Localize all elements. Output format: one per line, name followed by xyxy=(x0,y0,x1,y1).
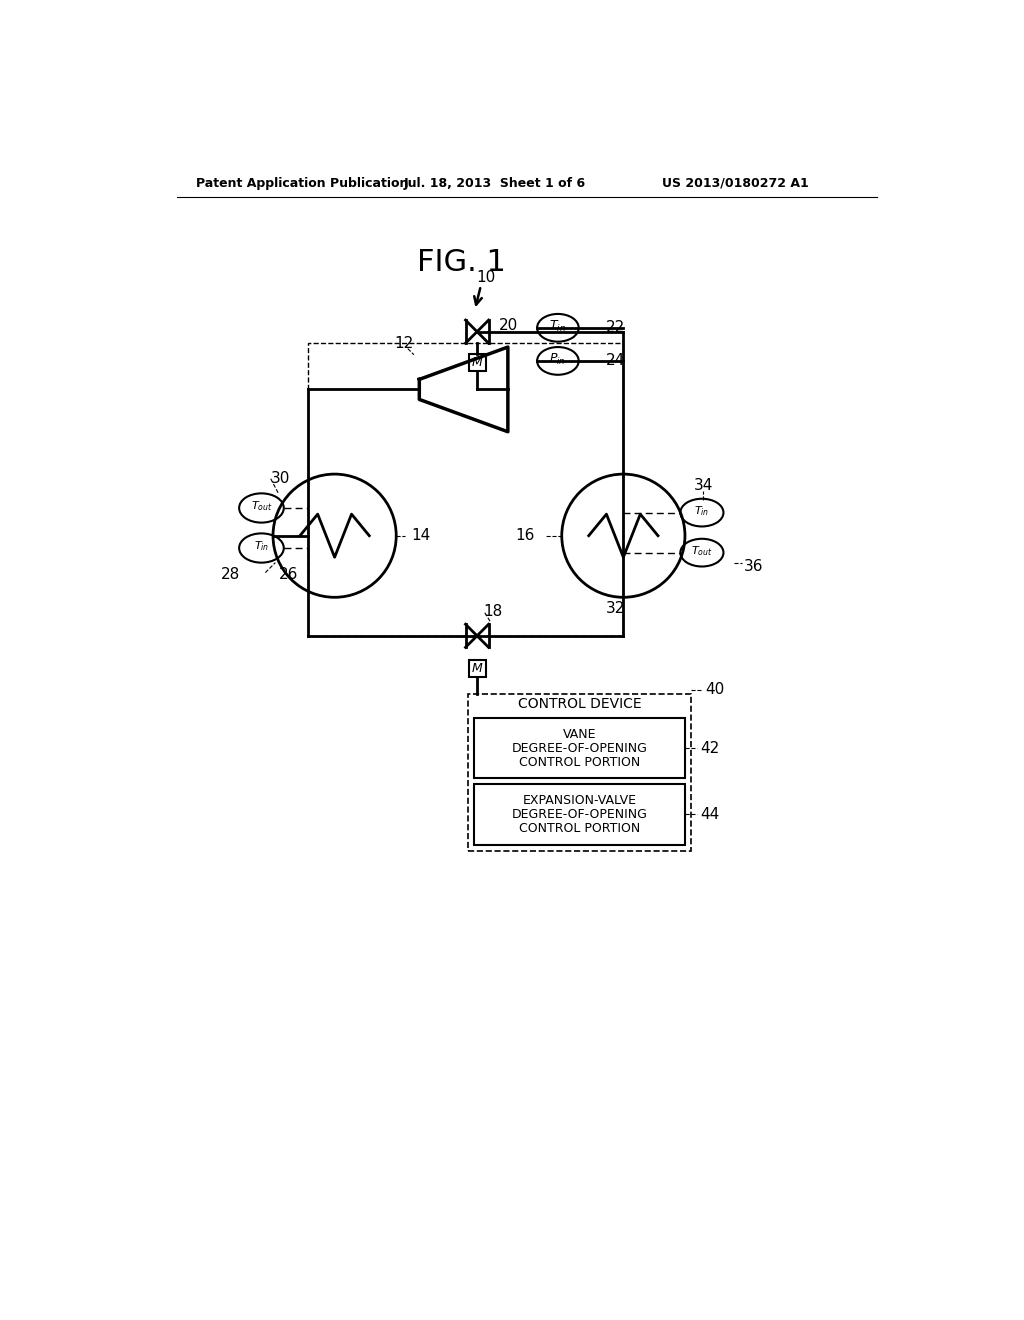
Text: 32: 32 xyxy=(606,602,626,616)
Text: 40: 40 xyxy=(705,682,724,697)
Text: VANE: VANE xyxy=(563,727,596,741)
Text: $P_{in}$: $P_{in}$ xyxy=(550,352,566,367)
Text: 26: 26 xyxy=(279,568,298,582)
Bar xyxy=(468,693,691,851)
Text: $T_{in}$: $T_{in}$ xyxy=(254,540,269,553)
Text: 42: 42 xyxy=(700,741,720,756)
Bar xyxy=(474,784,685,845)
Text: US 2013/0180272 A1: US 2013/0180272 A1 xyxy=(662,177,809,190)
Text: $T_{in}$: $T_{in}$ xyxy=(694,504,710,517)
Text: $T_{out}$: $T_{out}$ xyxy=(251,499,272,513)
Text: 20: 20 xyxy=(499,318,518,333)
Text: $T_{in}$: $T_{in}$ xyxy=(550,318,566,334)
Text: 16: 16 xyxy=(515,528,535,544)
Bar xyxy=(307,343,624,636)
Text: 36: 36 xyxy=(744,558,764,574)
Text: EXPANSION-VALVE: EXPANSION-VALVE xyxy=(522,793,637,807)
Text: M: M xyxy=(472,661,482,675)
Bar xyxy=(474,718,685,779)
Text: DEGREE-OF-OPENING: DEGREE-OF-OPENING xyxy=(512,742,647,755)
Text: 30: 30 xyxy=(270,471,290,486)
Text: CONTROL DEVICE: CONTROL DEVICE xyxy=(518,697,641,711)
Bar xyxy=(469,660,485,677)
Text: 12: 12 xyxy=(394,335,414,351)
Text: CONTROL PORTION: CONTROL PORTION xyxy=(519,822,640,836)
Text: Patent Application Publication: Patent Application Publication xyxy=(196,177,409,190)
Bar xyxy=(469,354,485,371)
Text: 28: 28 xyxy=(220,568,240,582)
Text: 10: 10 xyxy=(477,271,496,285)
Text: M: M xyxy=(472,356,482,370)
Text: 24: 24 xyxy=(605,354,625,368)
Text: 34: 34 xyxy=(693,478,713,494)
Text: CONTROL PORTION: CONTROL PORTION xyxy=(519,755,640,768)
Text: $T_{out}$: $T_{out}$ xyxy=(691,544,713,558)
Text: DEGREE-OF-OPENING: DEGREE-OF-OPENING xyxy=(512,808,647,821)
Text: 44: 44 xyxy=(700,807,720,822)
Text: Jul. 18, 2013  Sheet 1 of 6: Jul. 18, 2013 Sheet 1 of 6 xyxy=(403,177,586,190)
Text: 22: 22 xyxy=(605,321,625,335)
Text: 14: 14 xyxy=(412,528,431,544)
Text: 18: 18 xyxy=(483,603,503,619)
Text: FIG. 1: FIG. 1 xyxy=(417,248,506,277)
